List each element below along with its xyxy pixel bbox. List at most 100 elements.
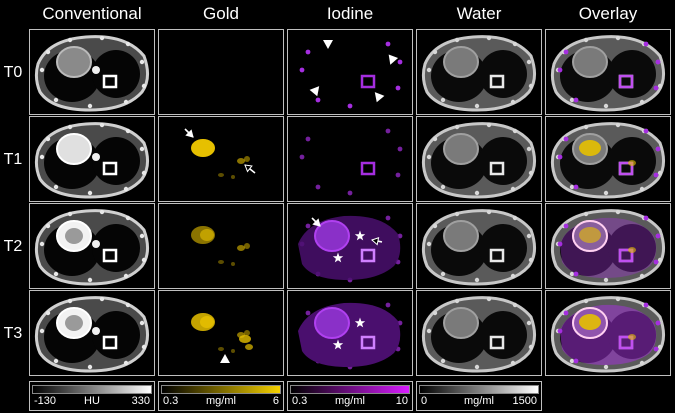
rib-spot — [87, 364, 93, 370]
lung-right — [479, 137, 527, 185]
rib-spot — [510, 273, 516, 279]
rib-spot — [99, 35, 105, 41]
rib-spot — [643, 215, 649, 221]
rib-spot — [347, 190, 353, 196]
rib-spot — [125, 41, 131, 47]
panel-gold-t2 — [159, 204, 283, 288]
rib-spot — [87, 277, 93, 283]
spine — [489, 74, 505, 89]
rib-spot — [528, 257, 534, 263]
rib-spot — [45, 223, 51, 229]
signal-blob — [244, 243, 250, 249]
heart — [56, 46, 92, 78]
ct-slice — [550, 35, 665, 112]
rib-spot — [655, 320, 661, 326]
rib-spot — [139, 233, 145, 239]
spine — [360, 335, 376, 350]
colorbar-min: -130 — [34, 395, 57, 407]
rib-spot — [426, 67, 432, 73]
rib-spot — [526, 59, 532, 65]
rib-spot — [141, 344, 147, 350]
rib-spot — [657, 344, 663, 350]
row-label-t3: T3 — [3, 325, 23, 342]
rib-spot — [139, 320, 145, 326]
rib-spot — [653, 85, 659, 91]
arrow-head — [312, 218, 321, 227]
rib-spot — [347, 103, 353, 109]
rib-spot — [432, 223, 438, 229]
colorbar-max: 6 — [272, 395, 279, 407]
ct-slice — [299, 40, 403, 109]
rib-spot — [432, 310, 438, 316]
spine — [489, 248, 505, 263]
heart — [443, 307, 479, 339]
panel-water-t0 — [417, 30, 541, 114]
spine — [360, 248, 376, 263]
column-header-overlay: Overlay — [578, 4, 638, 23]
signal-blob — [579, 140, 601, 156]
panel-water-t1 — [417, 117, 541, 201]
rib-spot — [125, 302, 131, 308]
rib-spot — [45, 49, 51, 55]
rib-spot — [440, 271, 446, 277]
panel-gold-t1 — [159, 117, 283, 201]
panel-gold-t3 — [159, 291, 283, 375]
rib-spot — [510, 360, 516, 366]
rib-spot — [639, 273, 645, 279]
colorbar-max: 1500 — [512, 395, 537, 407]
panel-conventional-t1 — [30, 117, 154, 201]
rib-spot — [454, 298, 460, 304]
rib-spot — [315, 97, 321, 103]
rib-spot — [657, 170, 663, 176]
heart — [572, 220, 608, 252]
ct-slice — [550, 209, 665, 286]
rib-spot — [526, 146, 532, 152]
signal-blob — [200, 229, 214, 241]
spine — [618, 74, 634, 89]
ct-slice — [34, 296, 149, 373]
column-header-conventional: Conventional — [42, 4, 142, 23]
ct-slice — [298, 215, 403, 283]
rib-spot — [512, 302, 518, 308]
arrow-head — [185, 129, 194, 138]
colorbar-min: 0.3 — [292, 395, 308, 407]
rib-spot — [643, 128, 649, 134]
rib-spot — [395, 172, 401, 178]
rib-spot — [454, 37, 460, 43]
colorbar-max: 330 — [131, 395, 150, 407]
colorbar-gradient — [161, 385, 281, 394]
heart — [56, 133, 92, 165]
column-header-iodine: Iodine — [326, 4, 374, 23]
rib-spot — [426, 241, 432, 247]
lung-right — [92, 224, 140, 272]
colorbar-max: 10 — [395, 395, 408, 407]
rib-spot — [512, 128, 518, 134]
colorbar-gold: 0.3 mg/ml 6 — [159, 382, 283, 410]
rib-spot — [53, 271, 59, 277]
lung-right — [92, 137, 140, 185]
signal-blob — [628, 247, 636, 253]
rib-spot — [67, 211, 73, 217]
rib-spot — [53, 184, 59, 190]
colorbar-unit: mg/ml — [206, 395, 236, 407]
rib-spot — [385, 41, 391, 47]
rib-spot — [395, 85, 401, 91]
colorbar-unit: mg/ml — [464, 395, 494, 407]
lung-right — [479, 224, 527, 272]
panel-conventional-t3 — [30, 291, 154, 375]
iodine-overlay — [560, 304, 657, 365]
ct-slice — [550, 296, 665, 373]
panel-iodine-t2 — [288, 204, 412, 288]
colorbar-gradient — [419, 385, 539, 394]
rib-spot — [615, 122, 621, 128]
ct-slice — [159, 30, 283, 114]
row-label-t0: T0 — [3, 64, 23, 81]
rib-spot — [125, 128, 131, 134]
rib-spot — [454, 211, 460, 217]
column-header-water: Water — [456, 4, 502, 23]
heart — [443, 133, 479, 165]
star-marker — [354, 230, 366, 241]
ct-slice — [34, 122, 149, 199]
signal-blob — [244, 156, 250, 162]
ct-slice — [421, 296, 536, 373]
